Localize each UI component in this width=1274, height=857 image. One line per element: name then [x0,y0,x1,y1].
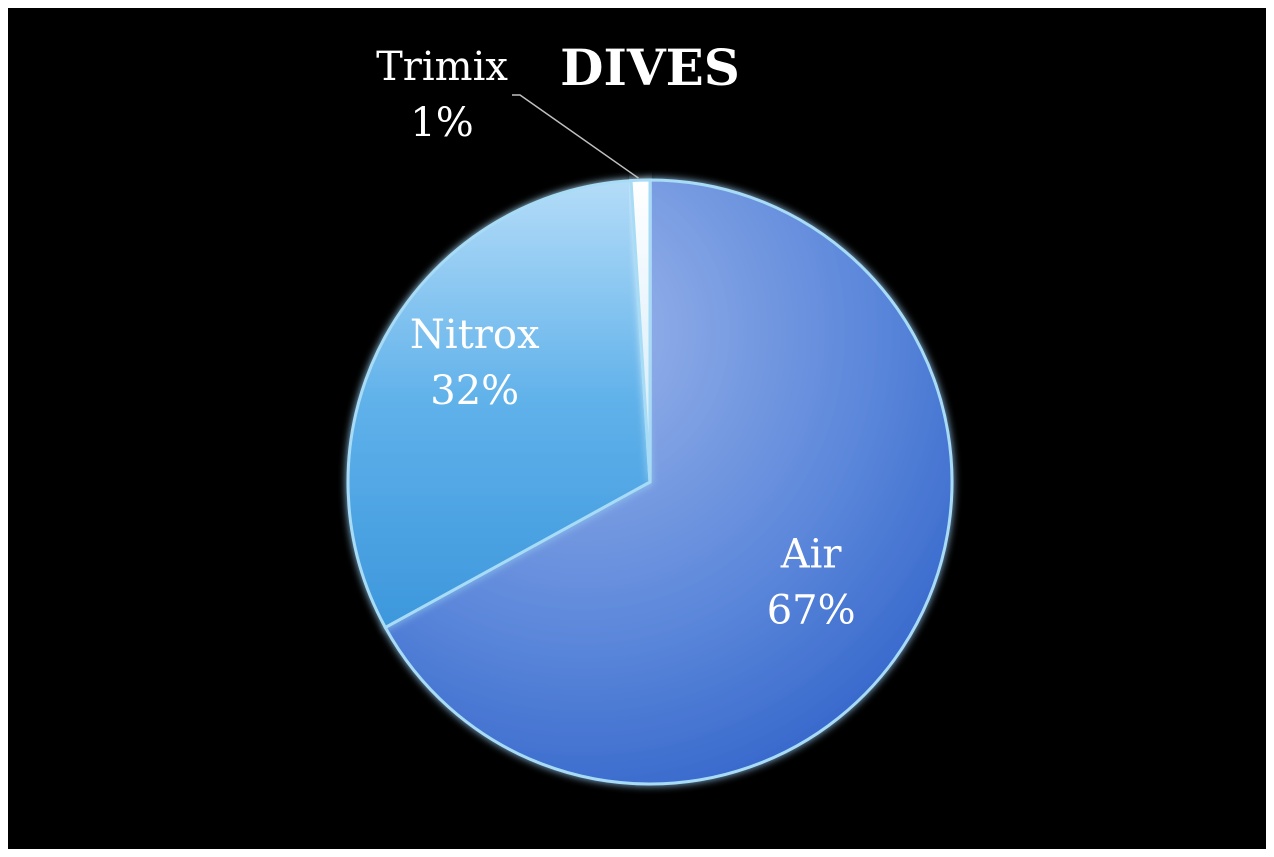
pie-slice-trimix [629,178,652,483]
pie-slice-nitrox [346,179,652,630]
chart-title: DIVES [560,38,740,97]
slice-label-air: Air [780,531,843,577]
slice-percent-trimix: 1% [410,100,473,146]
slice-label-trimix: Trimix [376,44,508,90]
trimix-leader-line [512,94,639,179]
slice-percent-nitrox: 32% [430,368,519,414]
pie-labels: Air 67% Nitrox 32% Trimix 1% [376,44,856,633]
pie-slice-air [383,178,954,786]
pie-slices [346,178,954,786]
slice-percent-air: 67% [767,587,856,633]
slice-label-nitrox: Nitrox [410,312,540,358]
